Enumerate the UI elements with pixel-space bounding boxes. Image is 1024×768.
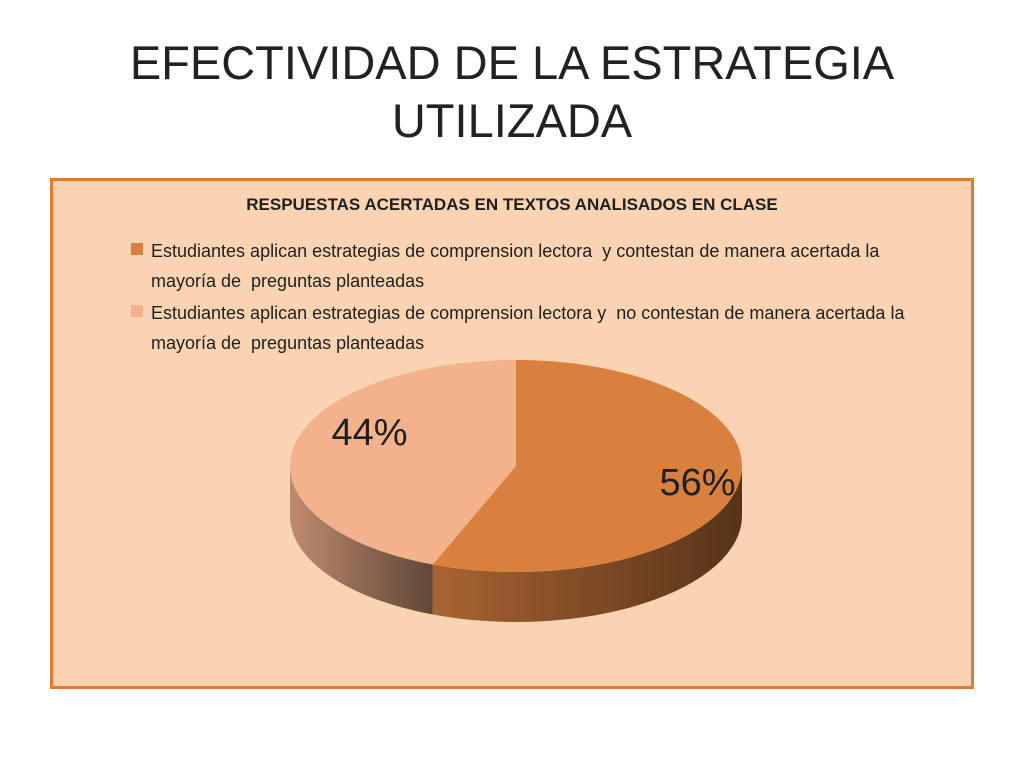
chart-legend: Estudiantes aplican estrategias de compr… [131,236,931,360]
legend-swatch-acertada [131,243,143,255]
slide-title-line-1: EFECTIVIDAD DE LA ESTRATEGIA [129,36,895,89]
legend-item-acertada: Estudiantes aplican estrategias de compr… [131,236,931,296]
slide-title: EFECTIVIDAD DE LA ESTRATEGIA UTILIZADA [0,34,1024,150]
pie-slice-0 [432,360,743,572]
pie-side-1 [290,466,433,615]
legend-label-no-acertada: Estudiantes aplican estrategias de compr… [151,303,910,353]
legend-label-acertada: Estudiantes aplican estrategias de compr… [151,241,885,291]
chart-area: RESPUESTAS ACERTADAS EN TEXTOS ANALISADO… [50,178,974,689]
slide-title-line-2: UTILIZADA [391,94,633,147]
pie-slice-1 [290,360,516,565]
chart-title: RESPUESTAS ACERTADAS EN TEXTOS ANALISADO… [246,195,778,214]
legend-swatch-no-acertada [131,305,143,317]
pie-data-label-0: 56% [659,462,735,504]
pie-side-0 [432,466,742,622]
legend-item-no-acertada: Estudiantes aplican estrategias de compr… [131,298,931,358]
pie-chart: 56% 44% [290,360,743,622]
pie-data-label-1: 44% [331,412,407,454]
